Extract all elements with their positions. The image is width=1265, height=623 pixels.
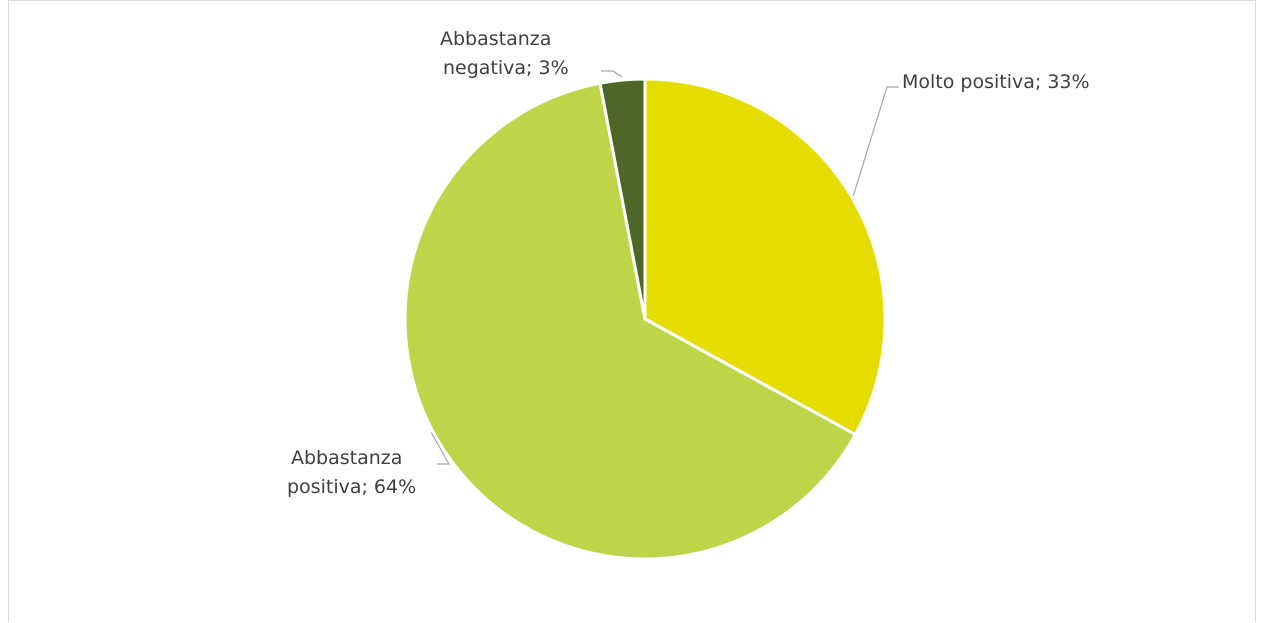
pie-slice-abbastanza-negativa — [598, 77, 647, 321]
chart-area: Molto positiva; 33% Abbastanza positiva;… — [8, 0, 1256, 622]
label-abbastanza-negativa: Abbastanza negativa; 3% — [440, 28, 569, 79]
label-abbastanza-positiva: Abbastanza positiva; 64% — [287, 447, 416, 498]
label-molto-positiva: Molto positiva; 33% — [902, 71, 1090, 93]
pie-slice-molto-positiva — [643, 77, 887, 437]
leader-abbastanza-negativa — [601, 70, 623, 78]
leader-lines — [430, 70, 899, 465]
pie-chart: Molto positiva; 33% Abbastanza positiva;… — [287, 28, 1090, 561]
slice-labels: Molto positiva; 33% Abbastanza positiva;… — [287, 28, 1090, 498]
leader-molto-positiva — [852, 86, 899, 196]
pie-slice-abbastanza-positiva — [403, 81, 857, 561]
pie-slices — [403, 77, 887, 561]
leader-abbastanza-positiva — [430, 432, 451, 465]
